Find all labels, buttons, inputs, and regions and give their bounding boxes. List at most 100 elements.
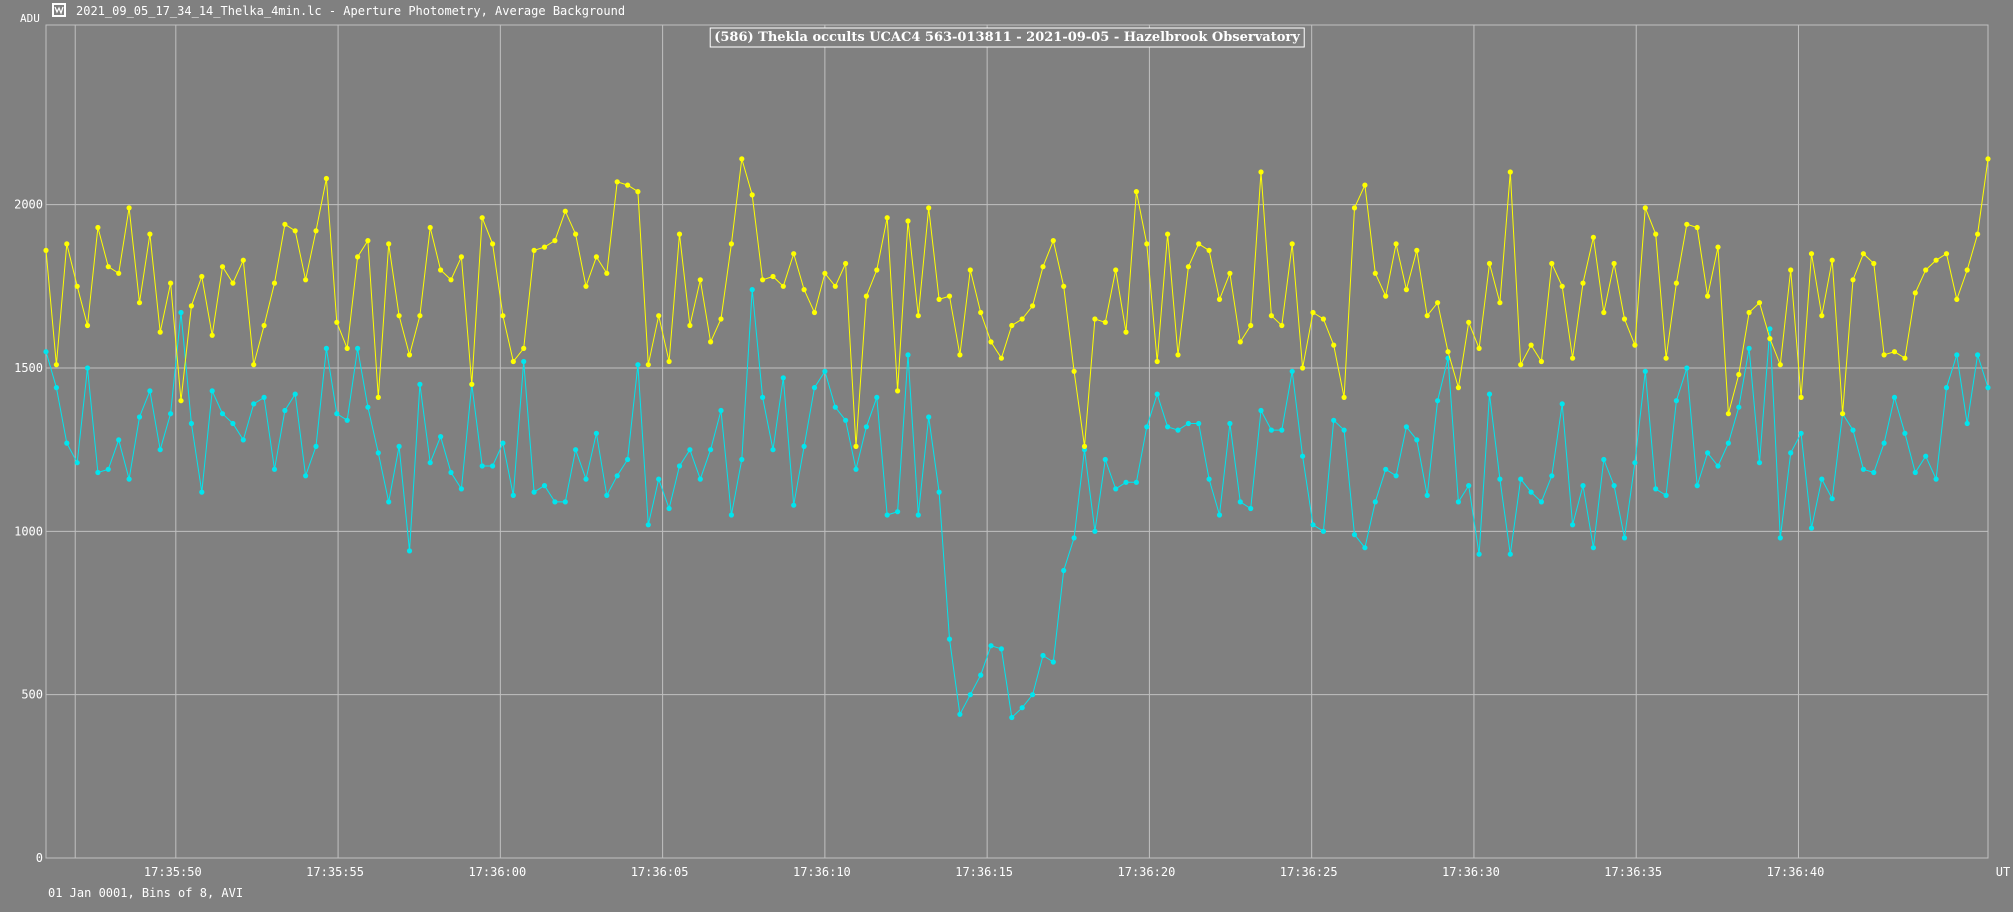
data-point (1570, 355, 1576, 361)
x-tick-label: 17:36:30 (1442, 865, 1500, 879)
data-point (936, 296, 942, 302)
data-point (64, 241, 70, 247)
footer-info: 01 Jan 0001, Bins of 8, AVI (48, 886, 244, 900)
data-point (1414, 247, 1420, 253)
data-point (811, 385, 818, 391)
data-point (895, 388, 901, 394)
data-point (1175, 427, 1181, 433)
data-point (1601, 456, 1607, 463)
data-point (1196, 241, 1202, 247)
data-point (126, 476, 132, 482)
data-point (1559, 283, 1565, 289)
data-point (323, 175, 329, 182)
data-point (1850, 427, 1856, 433)
data-point (1923, 267, 1929, 273)
data-point (1362, 545, 1368, 551)
data-point (490, 241, 496, 247)
data-point (1081, 443, 1088, 449)
data-point (1248, 322, 1254, 329)
data-point (739, 456, 745, 463)
data-point (1351, 532, 1358, 538)
data-point (988, 643, 994, 649)
data-point (905, 218, 911, 224)
data-point (728, 512, 735, 518)
data-point (1964, 267, 1970, 273)
data-point (1684, 221, 1690, 227)
x-tick-label: 17:36:35 (1604, 865, 1662, 879)
data-point (1050, 238, 1056, 244)
data-point (1476, 551, 1482, 557)
data-point (676, 463, 683, 469)
data-point (811, 309, 818, 316)
data-point (282, 221, 288, 227)
data-point (1393, 473, 1399, 479)
data-point (251, 362, 257, 368)
data-point (625, 182, 631, 188)
data-point (1715, 244, 1721, 250)
data-point (1466, 319, 1472, 325)
data-point (1860, 251, 1866, 257)
data-point (1486, 391, 1493, 397)
data-point (1923, 453, 1929, 459)
data-point (697, 277, 703, 283)
data-point (926, 414, 932, 420)
data-point (915, 313, 921, 319)
data-point (53, 385, 60, 391)
data-point (739, 156, 745, 162)
data-point (1476, 345, 1482, 351)
data-point (770, 273, 776, 280)
data-point (1144, 424, 1150, 430)
data-point (209, 332, 215, 338)
series-comparison (43, 156, 1991, 449)
data-point (998, 646, 1005, 652)
data-point (292, 228, 298, 234)
series-line-comparison (45, 158, 1989, 447)
data-point (1549, 473, 1555, 479)
data-point (1673, 280, 1679, 286)
data-point (1538, 358, 1544, 365)
y-tick-label: 500 (21, 688, 43, 702)
data-point (1320, 316, 1326, 322)
data-point (843, 260, 849, 267)
data-point (365, 404, 371, 410)
data-point (1133, 189, 1139, 195)
data-point (583, 283, 589, 289)
data-point (344, 417, 350, 423)
data-point (1891, 349, 1898, 355)
data-point (406, 352, 413, 358)
data-point (1798, 394, 1804, 400)
data-point (1268, 313, 1274, 319)
data-point (1216, 296, 1223, 302)
data-point (1123, 329, 1129, 335)
data-point (510, 492, 516, 498)
data-point (1632, 342, 1638, 348)
data-point (1798, 430, 1804, 436)
data-point (1746, 345, 1752, 351)
x-tick-label: 17:36:05 (631, 865, 689, 879)
data-point (926, 205, 932, 211)
x-tick-label: 17:36:00 (468, 865, 526, 879)
data-point (136, 300, 143, 306)
data-point (1206, 476, 1212, 482)
data-point (1216, 512, 1223, 518)
data-point (1341, 394, 1347, 400)
data-point (1455, 385, 1461, 391)
data-point (1009, 322, 1015, 329)
data-point (521, 358, 527, 365)
data-point (749, 192, 755, 198)
data-point (749, 287, 755, 293)
data-point (1466, 483, 1472, 489)
data-point (240, 437, 246, 443)
data-point (645, 522, 651, 528)
data-point (770, 447, 776, 453)
series-target (43, 287, 1991, 721)
data-point (1279, 427, 1285, 433)
data-point (271, 280, 278, 286)
data-point (760, 277, 766, 283)
data-point (1092, 316, 1098, 322)
data-point (1455, 499, 1461, 505)
data-point (1829, 257, 1835, 263)
data-point (219, 411, 226, 417)
data-point (1206, 247, 1212, 253)
data-point (1009, 714, 1015, 721)
